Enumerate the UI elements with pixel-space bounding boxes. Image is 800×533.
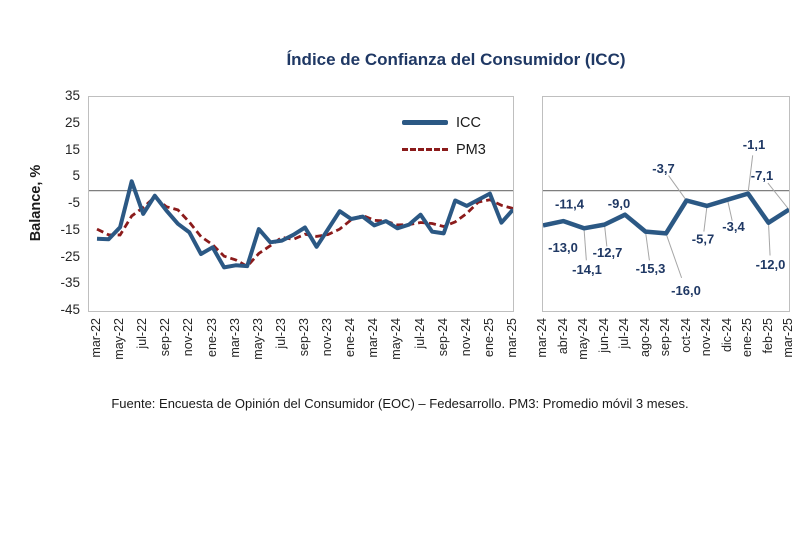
y-tick-label: -5 bbox=[67, 195, 80, 210]
data-label-leader-line bbox=[703, 205, 708, 232]
data-label-leader-line bbox=[583, 228, 587, 261]
x-tick-label: mar-25 bbox=[505, 318, 519, 358]
icc-line-swatch bbox=[402, 120, 448, 125]
legend-item-pm3: PM3 bbox=[402, 136, 486, 163]
data-label: -9,0 bbox=[608, 196, 630, 211]
x-tick-label: mar-25 bbox=[781, 318, 795, 358]
data-label: -7,1 bbox=[751, 168, 773, 183]
x-tick-label: sep-24 bbox=[658, 318, 672, 357]
data-label-leader-line bbox=[768, 222, 771, 256]
x-tick-label: ene-24 bbox=[343, 318, 358, 357]
data-label-leader-line bbox=[665, 233, 683, 279]
data-label: -15,3 bbox=[636, 261, 666, 276]
data-label-leader-line bbox=[604, 224, 608, 247]
data-label: -14,1 bbox=[572, 262, 602, 277]
y-tick-label: 35 bbox=[64, 88, 80, 103]
x-tick-label: nov-22 bbox=[181, 318, 196, 357]
x-tick-label: mar-23 bbox=[227, 318, 242, 358]
x-tick-label: jul-24 bbox=[617, 318, 631, 349]
x-tick-label: may-24 bbox=[576, 318, 590, 360]
data-label-leader-line bbox=[767, 182, 789, 210]
data-label: -12,7 bbox=[593, 245, 623, 260]
legend-label-icc: ICC bbox=[456, 114, 481, 131]
data-label-leader-line bbox=[668, 175, 687, 201]
x-tick-label: abr-24 bbox=[555, 318, 570, 355]
data-label: -16,0 bbox=[671, 283, 701, 298]
x-tick-label: mar-24 bbox=[535, 318, 549, 358]
main-chart-panel: ICC PM3 bbox=[88, 96, 514, 312]
x-tick-label: mar-24 bbox=[366, 318, 381, 358]
zoom-chart-panel: -13,0 -11,4 -14,1 -12,7 -9,0 -15,3 -16,0 -3,7 -5… bbox=[542, 96, 790, 312]
x-tick-label: may-23 bbox=[250, 318, 265, 360]
x-tick-label: nov-23 bbox=[320, 318, 335, 357]
x-tick-label: ene-23 bbox=[204, 318, 219, 357]
data-label-leader-line bbox=[727, 199, 733, 221]
data-label-leader-line bbox=[645, 231, 650, 261]
x-tick-label: may-24 bbox=[389, 318, 404, 360]
x-tick-label: jul-22 bbox=[135, 318, 150, 349]
data-label: -3,4 bbox=[722, 219, 745, 234]
y-tick-label: 25 bbox=[64, 114, 80, 130]
x-tick-label: sep-24 bbox=[435, 318, 450, 357]
pm3-series-line bbox=[96, 195, 513, 269]
legend-label-pm3: PM3 bbox=[456, 141, 486, 158]
data-label: -11,4 bbox=[555, 197, 585, 212]
x-tick-label: mar-22 bbox=[89, 318, 103, 358]
icc-series-line bbox=[96, 179, 513, 270]
pm3-line-swatch bbox=[402, 148, 448, 151]
legend-item-icc: ICC bbox=[402, 109, 486, 136]
data-label: -5,7 bbox=[692, 231, 714, 246]
x-tick-label: jul-24 bbox=[412, 318, 427, 349]
y-tick-label: -15 bbox=[60, 221, 80, 237]
data-label-leader-line bbox=[747, 155, 754, 194]
x-tick-label: ene-25 bbox=[740, 318, 754, 357]
x-tick-label: ago-24 bbox=[637, 318, 652, 357]
y-tick-label: -45 bbox=[60, 302, 80, 317]
data-label: -13,0 bbox=[548, 240, 578, 255]
x-tick-label: oct-24 bbox=[678, 318, 693, 353]
x-tick-label: sep-22 bbox=[158, 318, 173, 357]
source-note: Fuente: Encuesta de Opinión del Consumid… bbox=[111, 396, 689, 411]
x-tick-label: feb-25 bbox=[760, 318, 775, 354]
zoom-chart-canvas: -13,0 -11,4 -14,1 -12,7 -9,0 -15,3 -16,0 -3,7 -5… bbox=[543, 137, 789, 298]
y-tick-label: 5 bbox=[72, 168, 80, 184]
x-tick-label: ene-25 bbox=[481, 318, 496, 357]
x-tick-label: sep-23 bbox=[297, 318, 311, 357]
icc-series-line bbox=[543, 191, 789, 236]
x-tick-label: jun-24 bbox=[596, 318, 611, 353]
main-chart-canvas bbox=[89, 179, 513, 270]
data-label: -12,0 bbox=[756, 257, 786, 272]
x-tick-label: nov-24 bbox=[699, 318, 713, 357]
y-tick-label: 15 bbox=[64, 141, 80, 157]
data-label: -3,7 bbox=[652, 161, 674, 176]
y-tick-label: -25 bbox=[60, 248, 80, 264]
chart-title: Índice de Confianza del Consumidor (ICC) bbox=[286, 50, 626, 69]
x-tick-label: may-22 bbox=[112, 318, 127, 360]
x-tick-label: nov-24 bbox=[458, 318, 473, 357]
x-tick-label: jul-23 bbox=[273, 318, 288, 349]
data-label: -1,1 bbox=[743, 137, 765, 152]
x-tick-label: dic-24 bbox=[719, 318, 734, 353]
legend: ICC PM3 bbox=[402, 109, 486, 163]
y-tick-label: -35 bbox=[60, 275, 80, 291]
